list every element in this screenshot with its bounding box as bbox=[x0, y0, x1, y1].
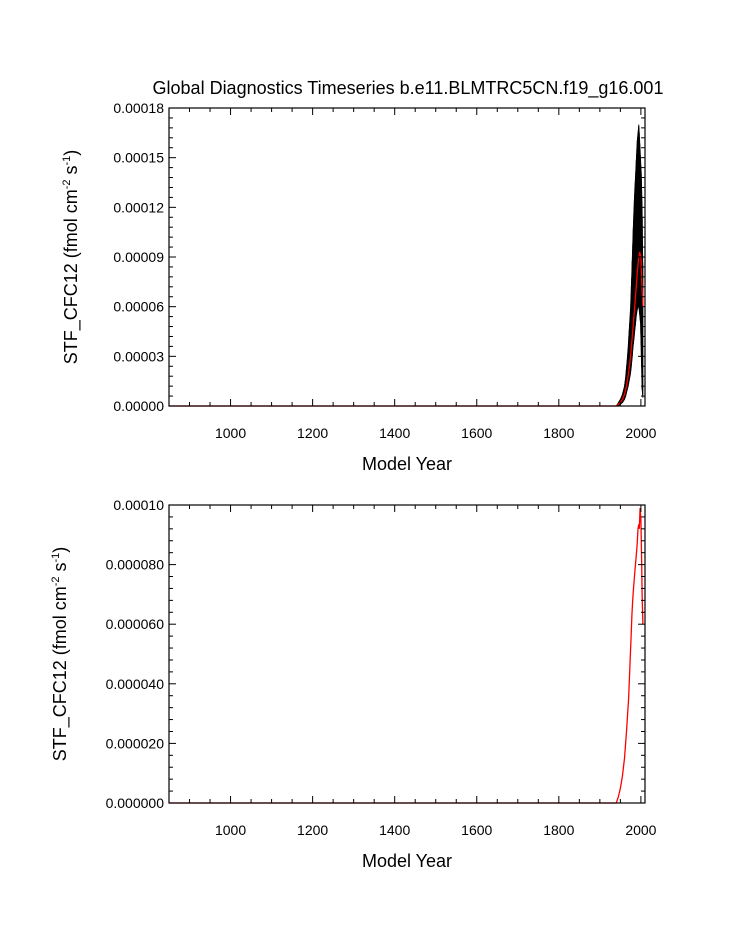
y-axis-label: STF_CFC12 (fmol cm-2 s-1) bbox=[50, 547, 71, 762]
x-tick-label: 1000 bbox=[215, 425, 246, 441]
x-tick-label: 1000 bbox=[215, 822, 246, 838]
bottom-panel: 1000 1200 1400 1600 1800 2000 0.000000 0.000020… bbox=[50, 497, 657, 871]
y-tick-label: 0.00003 bbox=[113, 348, 164, 364]
y-axis-label-superscript: -1 bbox=[50, 553, 62, 563]
y-tick-label: 0.00009 bbox=[113, 249, 164, 265]
x-tick-label: 1400 bbox=[379, 822, 410, 838]
y-tick-label: 0.00000 bbox=[113, 398, 164, 414]
chart-title: Global Diagnostics Timeseries b.e11.BLMT… bbox=[153, 78, 664, 99]
y-axis-label-part: s bbox=[50, 562, 70, 576]
y-tick-label: 0.000020 bbox=[106, 735, 165, 751]
x-tick-label: 1600 bbox=[461, 425, 492, 441]
y-axis-label-part: ) bbox=[61, 150, 81, 156]
series-band-0 bbox=[169, 124, 644, 407]
x-tick-label: 1200 bbox=[297, 822, 328, 838]
y-axis-label-superscript: -1 bbox=[61, 156, 73, 166]
series-line-1 bbox=[169, 251, 644, 407]
y-tick-label: 0.00010 bbox=[113, 497, 164, 513]
y-axis-label-part: ) bbox=[50, 547, 70, 553]
x-tick-label: 1200 bbox=[297, 425, 328, 441]
y-axis-label: STF_CFC12 (fmol cm-2 s-1) bbox=[61, 150, 82, 365]
y-tick-label: 0.000060 bbox=[106, 616, 165, 632]
x-tick-label: 1400 bbox=[379, 425, 410, 441]
y-axis-label-superscript: -2 bbox=[61, 179, 73, 189]
plot-frame bbox=[168, 504, 646, 804]
x-tick-label: 1600 bbox=[461, 822, 492, 838]
y-tick-label: 0.000040 bbox=[106, 676, 165, 692]
y-tick-label: 0.00006 bbox=[113, 299, 164, 315]
top-panel: 1000 1200 1400 1600 1800 2000 0.00000 0.00003 0.… bbox=[61, 100, 657, 474]
y-axis-label-superscript: -2 bbox=[50, 576, 62, 586]
x-axis-label: Model Year bbox=[362, 851, 452, 871]
x-tick-label: 1800 bbox=[543, 822, 574, 838]
x-tick-label: 2000 bbox=[625, 822, 656, 838]
y-tick-label: 0.000000 bbox=[106, 795, 165, 811]
x-tick-label: 2000 bbox=[625, 425, 656, 441]
x-tick-label: 1800 bbox=[543, 425, 574, 441]
series-line-0 bbox=[169, 507, 644, 804]
y-axis-label-part: s bbox=[61, 165, 81, 179]
y-axis-label-part: STF_CFC12 (fmol cm bbox=[61, 189, 82, 364]
x-axis-label: Model Year bbox=[362, 454, 452, 474]
y-axis-label-part: STF_CFC12 (fmol cm bbox=[50, 586, 71, 761]
plot-frame bbox=[168, 107, 646, 407]
y-tick-label: 0.00012 bbox=[113, 199, 164, 215]
y-tick-label: 0.000080 bbox=[106, 557, 165, 573]
y-tick-label: 0.00015 bbox=[113, 150, 164, 166]
series-noise-0 bbox=[169, 125, 644, 408]
y-tick-label: 0.00018 bbox=[113, 100, 164, 116]
